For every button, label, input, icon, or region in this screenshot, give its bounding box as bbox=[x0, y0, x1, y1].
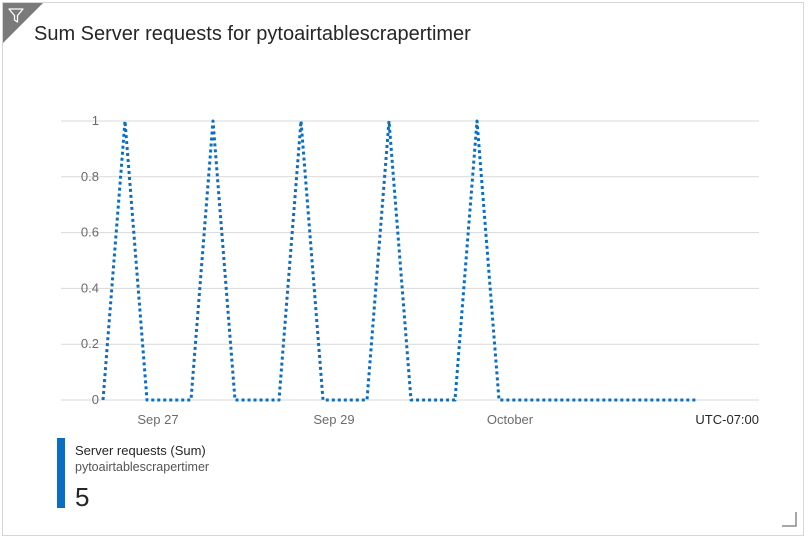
data-point[interactable] bbox=[673, 398, 677, 402]
data-point[interactable] bbox=[409, 398, 413, 402]
x-tick-label: Sep 27 bbox=[137, 412, 178, 427]
data-point[interactable] bbox=[255, 398, 259, 402]
data-point[interactable] bbox=[475, 119, 479, 123]
data-point[interactable] bbox=[233, 398, 237, 402]
y-axis-ticks: 0 0.2 0.4 0.6 0.8 1 bbox=[81, 113, 99, 407]
chart-title: Sum Server requests for pytoairtablescra… bbox=[34, 23, 471, 45]
data-point[interactable] bbox=[519, 398, 523, 402]
y-tick-label: 0.8 bbox=[81, 169, 99, 184]
y-tick-label: 0.6 bbox=[81, 225, 99, 240]
data-point[interactable] bbox=[629, 398, 633, 402]
resize-handle-icon[interactable] bbox=[781, 511, 797, 527]
data-point[interactable] bbox=[563, 398, 567, 402]
data-point[interactable] bbox=[607, 398, 611, 402]
legend-total-value: 5 bbox=[75, 482, 90, 512]
y-tick-label: 0.2 bbox=[81, 336, 99, 351]
series-line[interactable] bbox=[101, 119, 697, 402]
data-point[interactable] bbox=[541, 398, 545, 402]
data-point[interactable] bbox=[431, 398, 435, 402]
filter-icon[interactable] bbox=[3, 3, 43, 43]
y-tick-label: 0.4 bbox=[81, 280, 99, 295]
data-point[interactable] bbox=[189, 398, 193, 402]
data-point[interactable] bbox=[343, 398, 347, 402]
timezone-label: UTC-07:00 bbox=[695, 412, 759, 427]
data-point[interactable] bbox=[277, 398, 281, 402]
data-point[interactable] bbox=[387, 119, 391, 123]
gridlines bbox=[61, 120, 759, 401]
data-point[interactable] bbox=[167, 398, 171, 402]
y-tick-label: 0 bbox=[92, 392, 99, 407]
legend-resource-name: pytoairtablescrapertimer bbox=[75, 460, 210, 474]
x-axis-ticks: Sep 27 Sep 29 October UTC-07:00 bbox=[137, 412, 759, 427]
legend-color-swatch bbox=[57, 438, 65, 508]
x-tick-label: Sep 29 bbox=[313, 412, 354, 427]
data-point[interactable] bbox=[211, 119, 215, 123]
y-tick-label: 1 bbox=[92, 113, 99, 128]
data-point[interactable] bbox=[585, 398, 589, 402]
data-point[interactable] bbox=[321, 398, 325, 402]
data-point[interactable] bbox=[365, 398, 369, 402]
data-point[interactable] bbox=[651, 398, 655, 402]
data-point[interactable] bbox=[497, 398, 501, 402]
data-point[interactable] bbox=[123, 119, 127, 123]
data-point[interactable] bbox=[101, 398, 105, 402]
series-layer bbox=[101, 119, 699, 402]
legend-series-name: Server requests (Sum) bbox=[75, 443, 206, 458]
data-point[interactable] bbox=[695, 398, 699, 402]
line-chart: 0 0.2 0.4 0.6 0.8 1 Sep 27 Sep 29 October UTC-07… bbox=[61, 113, 759, 427]
data-point[interactable] bbox=[145, 398, 149, 402]
data-point[interactable] bbox=[453, 398, 457, 402]
data-point[interactable] bbox=[299, 119, 303, 123]
x-tick-label: October bbox=[487, 412, 534, 427]
